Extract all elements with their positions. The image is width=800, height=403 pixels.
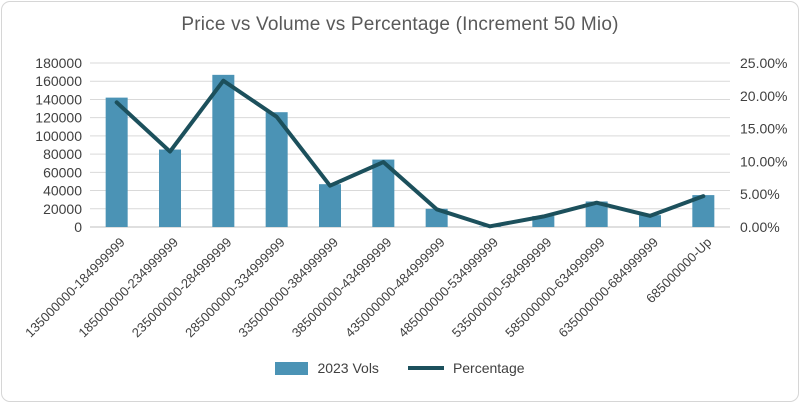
right-axis-tick-label: 0.00% xyxy=(740,219,780,235)
volume-bar xyxy=(265,112,288,227)
left-axis-tick-label: 140000 xyxy=(35,91,82,107)
x-axis-category-label: 485000000-534999999 xyxy=(395,235,501,341)
x-axis-category-label: 135000000-184999999 xyxy=(22,235,128,341)
volume-bar xyxy=(532,216,555,227)
left-axis-tick-label: 20000 xyxy=(43,201,82,217)
legend: 2023 Vols Percentage xyxy=(0,360,800,376)
left-axis-tick-label: 180000 xyxy=(35,55,82,71)
x-axis-category-label: 235000000-284999999 xyxy=(129,235,235,341)
right-axis-tick-label: 20.00% xyxy=(740,88,787,104)
left-axis-tick-label: 60000 xyxy=(43,164,82,180)
volume-bar xyxy=(319,184,341,227)
left-axis-tick-label: 160000 xyxy=(35,73,82,89)
right-axis-tick-label: 25.00% xyxy=(740,55,787,71)
legend-bar-label: 2023 Vols xyxy=(317,360,379,376)
volume-bar xyxy=(639,215,661,227)
volume-bar xyxy=(105,97,128,227)
left-axis-tick-label: 40000 xyxy=(43,183,82,199)
right-axis-tick-label: 10.00% xyxy=(740,153,787,169)
volume-bar xyxy=(692,195,715,227)
x-axis-category-label: 435000000-484999999 xyxy=(342,235,448,341)
volume-bar xyxy=(425,208,448,227)
percentage-line xyxy=(114,78,706,229)
legend-bar-swatch xyxy=(275,361,309,375)
volume-bar xyxy=(585,201,608,227)
legend-line-swatch xyxy=(407,366,444,370)
right-axis-tick-label: 15.00% xyxy=(740,121,787,137)
x-axis-category-label: 585000000-634999999 xyxy=(502,235,608,341)
left-axis-tick-label: 120000 xyxy=(35,110,82,126)
x-axis-category-label: 385000000-434999999 xyxy=(289,235,395,341)
x-axis-category-label: 635000000-684999999 xyxy=(555,235,661,341)
chart-title: Price vs Volume vs Percentage (Increment… xyxy=(181,14,619,35)
volume-bar xyxy=(159,149,181,227)
legend-line-label: Percentage xyxy=(452,360,525,376)
volume-bar xyxy=(372,159,395,227)
left-axis-tick-label: 0 xyxy=(74,219,82,235)
left-axis-tick-label: 100000 xyxy=(35,128,82,144)
left-axis-tick-label: 80000 xyxy=(43,146,82,162)
x-axis-category-label: 535000000-584999999 xyxy=(449,235,555,341)
volume-bar xyxy=(212,74,235,227)
x-axis-category-label: 185000000-234999999 xyxy=(75,235,181,341)
right-axis-tick-label: 5.00% xyxy=(740,186,780,202)
x-axis-category-label: 335000000-384999999 xyxy=(235,235,341,341)
x-axis-category-label: 285000000-334999999 xyxy=(182,235,288,341)
